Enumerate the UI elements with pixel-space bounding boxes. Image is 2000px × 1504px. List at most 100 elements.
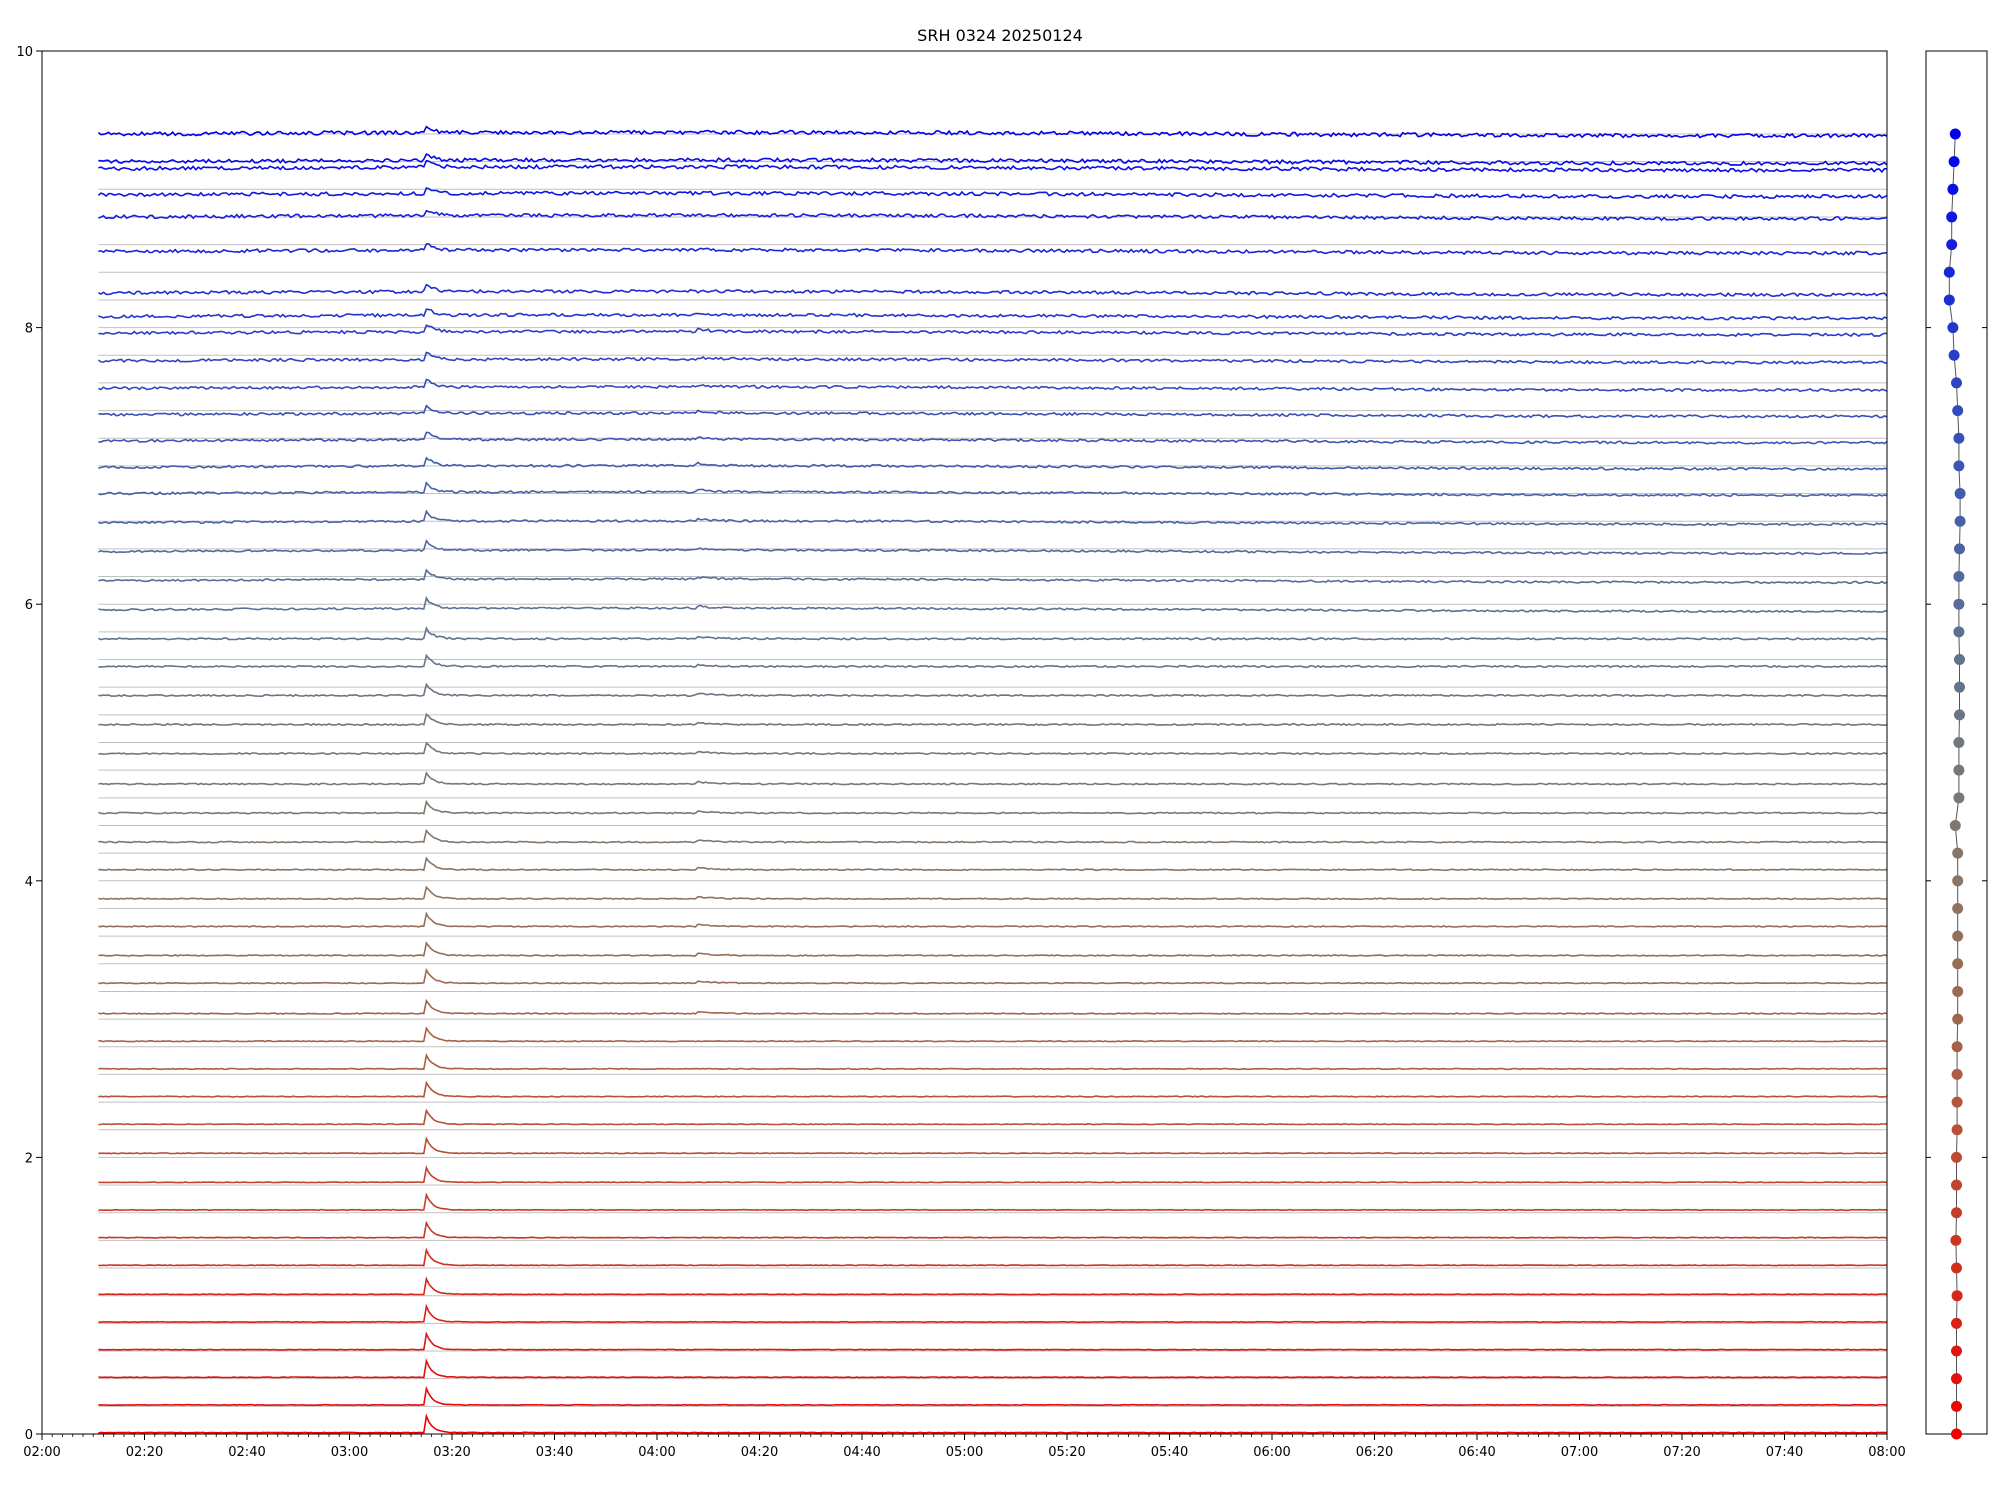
side-marker [1947,183,1959,195]
x-tick-label: 07:00 [1561,1445,1598,1460]
channel-trace [98,243,1888,256]
channel-trace [98,1331,1888,1351]
x-axis: 02:00 02:20 02:40 03:00 03:20 03:40 04:00 04:20… [23,1434,1906,1460]
side-marker [1952,902,1964,914]
side-marker [1951,377,1962,389]
y-tick-label: 0 [25,1428,33,1443]
x-tick-label: 06:20 [1356,1445,1393,1460]
side-marker [1951,1345,1962,1357]
y-tick-label: 4 [25,875,33,890]
channel-trace [98,159,1887,174]
side-marker [1954,515,1966,527]
y-tick-label: 2 [25,1151,33,1166]
side-marker [1952,985,1964,997]
side-marker [1951,1262,1962,1274]
side-marker [1951,1096,1963,1108]
channel-trace [98,308,1888,321]
channel-trace [98,596,1888,614]
channel-trace [98,856,1888,872]
x-tick-label: 06:40 [1458,1445,1495,1460]
side-marker [1951,1428,1962,1440]
side-panel-markers [1943,128,1966,1440]
side-marker [1953,792,1965,804]
x-tick-label: 06:00 [1253,1445,1290,1460]
side-marker [1948,349,1960,361]
side-panel-ticks [1926,50,1987,1439]
channel-trace [97,351,1888,365]
side-marker [1952,405,1964,417]
side-marker [1952,930,1964,942]
side-marker [1953,626,1965,638]
x-tick-label: 03:40 [536,1445,573,1460]
side-marker [1954,488,1966,500]
channel-trace [98,1413,1887,1434]
side-marker [1951,1068,1963,1080]
side-marker [1946,239,1958,251]
side-marker [1953,571,1965,583]
channel-trace [98,771,1888,786]
side-marker [1951,1400,1962,1412]
side-marker [1954,709,1965,721]
channel-trace [98,941,1888,957]
channel-trace [98,1385,1888,1407]
x-tick-label: 02:40 [228,1445,265,1460]
side-marker [1953,737,1965,748]
side-marker [1954,543,1965,555]
side-marker [1952,1013,1964,1025]
side-marker [1951,1373,1962,1385]
x-tick-label: 05:00 [946,1445,983,1460]
channel-trace [98,998,1888,1015]
x-tick-label: 05:20 [1048,1445,1085,1460]
side-marker [1951,1041,1963,1053]
channel-trace [97,125,1888,139]
channel-trace [98,1136,1888,1155]
channel-trace [98,1358,1888,1379]
side-marker [1951,1124,1963,1136]
x-tick-label: 03:00 [331,1445,368,1460]
channel-trace [98,1165,1888,1184]
channel-trace [97,187,1888,200]
side-marker [1954,681,1965,693]
channel-trace [98,1052,1888,1071]
side-panel [1925,50,1988,1440]
channel-trace [98,911,1888,928]
channel-trace [98,283,1888,298]
side-marker [1951,1207,1962,1219]
side-marker [1951,1151,1962,1163]
side-marker [1951,1317,1962,1329]
channel-trace [98,539,1888,556]
channel-trace [98,209,1888,222]
side-marker [1952,958,1964,970]
x-tick-label: 04:40 [843,1445,880,1460]
side-marker [1952,847,1964,859]
channel-trace [98,967,1888,985]
side-marker [1953,598,1965,610]
channel-trace [98,568,1888,585]
chart-title: SRH 0324 20250124 [917,26,1083,45]
baseline-grid [98,133,1887,1435]
side-marker [1948,156,1960,168]
channel-trace [98,741,1888,756]
side-marker [1949,819,1961,831]
channel-trace [98,1303,1888,1324]
x-tick-label: 05:40 [1151,1445,1188,1460]
channel-trace [98,1220,1888,1239]
y-tick-label: 6 [25,598,33,613]
channel-trace [98,509,1888,527]
channel-trace [98,153,1888,167]
channel-trace [98,1192,1888,1212]
x-tick-label: 04:20 [741,1445,778,1460]
x-tick-label: 07:40 [1766,1445,1803,1460]
x-tick-label: 02:00 [23,1445,60,1460]
side-marker [1951,1290,1963,1302]
side-marker [1943,294,1955,306]
channel-trace [98,324,1888,338]
y-axis: 0 2 4 6 8 10 [16,45,42,1443]
x-tick-label: 03:20 [433,1445,470,1460]
channel-trace [98,378,1888,393]
channel-trace [98,828,1888,844]
channel-trace [98,456,1888,471]
side-marker [1953,460,1965,472]
